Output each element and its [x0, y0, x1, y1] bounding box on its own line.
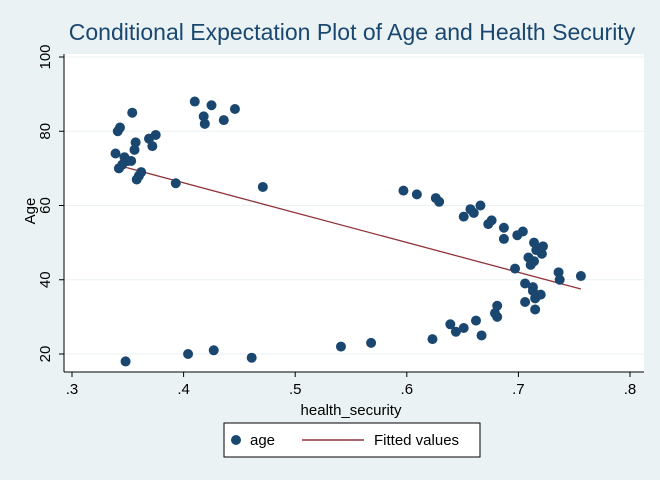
plot-area: [64, 54, 644, 372]
data-point: [529, 256, 540, 267]
data-point: [520, 297, 531, 308]
data-point: [450, 326, 461, 337]
x-tick-label: .4: [177, 381, 190, 398]
data-point: [126, 155, 137, 166]
data-point: [366, 337, 377, 348]
legend-fitted-label: Fitted values: [374, 432, 459, 449]
x-tick-label: .3: [66, 381, 79, 398]
data-point: [257, 181, 268, 192]
data-point: [208, 345, 219, 356]
data-point: [229, 103, 240, 114]
data-point: [150, 129, 161, 140]
data-point: [427, 334, 438, 345]
data-point: [553, 267, 564, 278]
data-point: [120, 356, 131, 367]
data-point: [445, 319, 456, 330]
data-point: [492, 311, 503, 322]
x-tick-label: .7: [512, 381, 525, 398]
data-point: [458, 323, 469, 334]
data-point: [517, 226, 528, 237]
data-point: [537, 241, 548, 252]
x-tick-label: .5: [289, 381, 302, 398]
x-tick-label: .6: [401, 381, 414, 398]
y-axis-label: Age: [22, 198, 39, 225]
data-point: [411, 189, 422, 200]
data-point: [218, 115, 229, 126]
data-point: [492, 300, 503, 311]
data-point: [398, 185, 409, 196]
age-points: [110, 96, 586, 367]
y-tick-label: 20: [37, 346, 54, 363]
legend: age Fitted values: [223, 422, 481, 458]
data-point: [198, 111, 209, 122]
y-tick-label: 40: [37, 271, 54, 288]
axes-ticks: 20 40 60 80 100 .3 .4 .5 .6 .7 .8: [37, 44, 636, 398]
data-point: [183, 349, 194, 359]
data-point: [575, 271, 586, 282]
data-point: [498, 222, 509, 233]
data-point: [434, 196, 445, 207]
data-point: [114, 122, 125, 133]
data-point: [468, 207, 479, 218]
data-point: [147, 141, 158, 152]
x-tick-label: .8: [624, 381, 637, 398]
y-tick-label: 80: [37, 123, 54, 140]
chart-title: Conditional Expectation Plot of Age and …: [69, 19, 636, 45]
legend-age-marker: [231, 435, 241, 445]
fitted-line-segment: [115, 164, 582, 290]
data-point: [510, 263, 521, 274]
data-point: [110, 148, 121, 159]
data-point: [206, 100, 217, 111]
y-tick-label: 60: [37, 197, 54, 214]
data-point: [498, 233, 509, 244]
data-point: [189, 96, 200, 107]
data-point: [530, 304, 541, 315]
data-point: [520, 278, 531, 289]
data-point: [476, 330, 487, 341]
data-point: [129, 144, 140, 155]
data-point: [170, 178, 181, 189]
data-point: [335, 341, 346, 352]
legend-age-label: age: [250, 432, 275, 449]
data-point: [136, 167, 147, 178]
data-point: [536, 248, 547, 259]
fitted-values-line: [115, 164, 582, 290]
data-point: [486, 215, 497, 226]
data-point: [475, 200, 486, 211]
data-point: [130, 137, 141, 148]
data-point: [246, 352, 257, 363]
data-point: [554, 274, 565, 285]
x-axis-label: health_security: [301, 402, 402, 419]
data-point: [199, 118, 210, 129]
data-point: [127, 107, 138, 118]
y-tick-label: 100: [37, 44, 54, 69]
data-point: [470, 315, 481, 326]
data-point: [535, 289, 546, 300]
data-point: [458, 211, 469, 222]
